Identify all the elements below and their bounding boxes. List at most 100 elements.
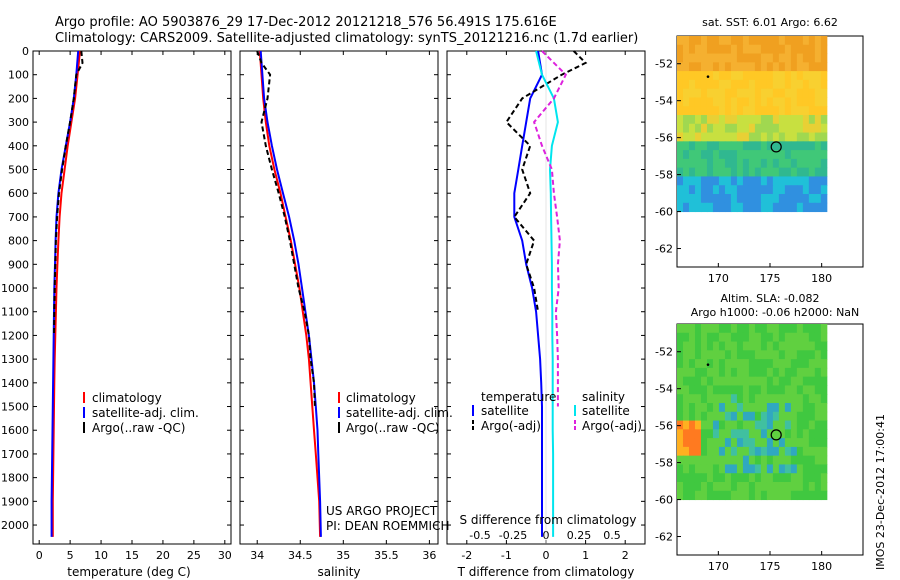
map-cell bbox=[766, 44, 774, 55]
map-cell bbox=[700, 97, 708, 107]
map-cell bbox=[772, 394, 780, 404]
map-cell bbox=[700, 141, 708, 151]
map-cell bbox=[754, 429, 762, 439]
map-cell bbox=[760, 446, 768, 457]
map-cell bbox=[808, 359, 816, 369]
map-cell bbox=[820, 62, 828, 72]
map-cell bbox=[736, 53, 744, 63]
map-cell bbox=[796, 429, 804, 439]
map-cell bbox=[772, 455, 780, 465]
map-cell bbox=[760, 359, 768, 369]
map-y-tick-label: -54 bbox=[655, 95, 673, 108]
map-cell bbox=[712, 446, 720, 457]
map-cell bbox=[748, 79, 756, 90]
map-cell bbox=[724, 115, 732, 125]
map-cell bbox=[772, 141, 780, 151]
map-cell bbox=[808, 350, 816, 360]
map-cell bbox=[814, 132, 822, 142]
map-cell bbox=[694, 71, 702, 81]
map-cell bbox=[694, 367, 702, 378]
map-cell bbox=[754, 202, 762, 213]
map-cell bbox=[766, 123, 774, 134]
map-cell bbox=[796, 359, 804, 369]
map-cell bbox=[712, 44, 720, 55]
map-cell bbox=[796, 141, 804, 151]
map-cell bbox=[706, 367, 714, 378]
map-cell bbox=[730, 53, 738, 63]
map-cell bbox=[730, 36, 738, 46]
map-cell bbox=[736, 150, 744, 160]
map-cell bbox=[796, 132, 804, 142]
map-cell bbox=[730, 44, 738, 55]
depth-tick-label: 200 bbox=[8, 92, 29, 105]
map-cell bbox=[808, 79, 816, 90]
map-cell bbox=[688, 167, 696, 177]
map-cell bbox=[724, 429, 732, 439]
legend-climatology: climatology bbox=[346, 391, 416, 405]
map-cell bbox=[718, 123, 726, 134]
map-cell bbox=[760, 194, 768, 204]
map-cell bbox=[700, 438, 708, 448]
map-cell bbox=[688, 403, 696, 413]
map-cell bbox=[748, 71, 756, 81]
map-cell bbox=[736, 123, 744, 134]
map-cell bbox=[820, 158, 828, 169]
map-cell bbox=[706, 123, 714, 134]
map-cell bbox=[736, 202, 744, 213]
map-cell bbox=[694, 97, 702, 107]
map-cell bbox=[682, 62, 690, 72]
map-cell bbox=[688, 341, 696, 351]
map-cell bbox=[677, 332, 684, 343]
map-cell bbox=[796, 403, 804, 413]
map-cell bbox=[706, 403, 714, 413]
x-tick-label: 0 bbox=[36, 549, 43, 562]
map-cell bbox=[724, 403, 732, 413]
map-cell bbox=[718, 438, 726, 448]
map-cell bbox=[772, 53, 780, 63]
map-cell bbox=[778, 176, 786, 186]
map-cell bbox=[802, 490, 810, 501]
map-cell bbox=[682, 132, 690, 142]
top-tick-label: -0.25 bbox=[499, 529, 527, 542]
map-y-tick-label: -62 bbox=[655, 531, 673, 544]
map-cell bbox=[742, 141, 750, 151]
map-cell bbox=[736, 455, 744, 465]
map-cell bbox=[724, 194, 732, 204]
map-cell bbox=[677, 202, 684, 213]
map-cell bbox=[820, 71, 828, 81]
map-cell bbox=[814, 385, 822, 395]
map-y-tick-label: -58 bbox=[655, 457, 673, 470]
difference-plot: -2 -1 0 1 2-0.5 -0.25 0 0.25 0.5 bbox=[447, 50, 645, 562]
map-cell bbox=[760, 438, 768, 448]
map-cell bbox=[712, 429, 720, 439]
map-cell bbox=[688, 350, 696, 360]
map-cell bbox=[796, 158, 804, 169]
map-cell bbox=[790, 44, 798, 55]
map-cell bbox=[814, 62, 822, 72]
map-cell bbox=[706, 167, 714, 177]
map-cell bbox=[706, 482, 714, 492]
map-cell bbox=[724, 71, 732, 81]
map-cell bbox=[736, 464, 744, 474]
map-cell bbox=[736, 473, 744, 483]
map-cell bbox=[820, 194, 828, 204]
map-cell bbox=[808, 202, 816, 213]
map-cell bbox=[766, 385, 774, 395]
map-cell bbox=[730, 411, 738, 422]
map-cell bbox=[712, 376, 720, 386]
map-cell bbox=[736, 185, 744, 195]
map-cell bbox=[772, 176, 780, 186]
map-cell bbox=[748, 53, 756, 63]
map-cell bbox=[694, 420, 702, 430]
map-cell bbox=[706, 455, 714, 465]
map-cell bbox=[790, 176, 798, 186]
map-cell bbox=[802, 359, 810, 369]
map-cell bbox=[766, 403, 774, 413]
map-cell bbox=[742, 167, 750, 177]
map-cell bbox=[700, 455, 708, 465]
temperature-xlabel: temperature (deg C) bbox=[67, 565, 190, 579]
map-cell bbox=[772, 150, 780, 160]
map-cell bbox=[802, 79, 810, 90]
map-cell bbox=[688, 420, 696, 430]
map-cell bbox=[802, 158, 810, 169]
